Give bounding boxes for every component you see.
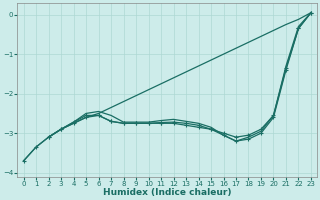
X-axis label: Humidex (Indice chaleur): Humidex (Indice chaleur) [103, 188, 232, 197]
